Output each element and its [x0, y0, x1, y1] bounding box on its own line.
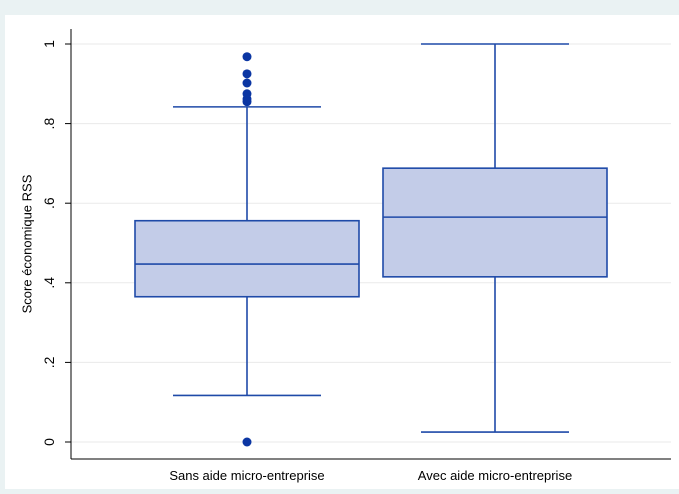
y-tick-label: 1: [41, 40, 57, 48]
axes: [70, 29, 671, 460]
outlier-point: [242, 69, 252, 79]
iqr-box: [134, 219, 360, 298]
iqr-box: [382, 167, 608, 278]
chart-frame: 0 .2 .4 .6 .8 1 Sans aide micro-entreprise Ave…: [5, 15, 679, 489]
box-group: [134, 52, 360, 447]
y-axis-label: Score économique RSS: [20, 174, 35, 313]
y-tick-label: .4: [41, 277, 57, 289]
y-tick-label: .6: [41, 197, 57, 209]
outlier-point: [242, 437, 252, 447]
y-tick-label: .8: [41, 118, 57, 130]
y-ticks: 0 .2 .4 .6 .8 1: [41, 40, 71, 446]
x-tick-label: Avec aide micro-entreprise: [418, 468, 572, 483]
y-tick-label: 0: [41, 438, 57, 446]
y-tick-label: .2: [41, 356, 57, 368]
outlier-point: [242, 89, 252, 99]
x-tick-label: Sans aide micro-entreprise: [169, 468, 324, 483]
outlier-point: [242, 78, 252, 88]
x-tick-labels: Sans aide micro-entreprise Avec aide micr…: [169, 468, 572, 483]
boxes: [134, 43, 608, 447]
boxplot-chart: 0 .2 .4 .6 .8 1 Sans aide micro-entreprise Ave…: [20, 29, 671, 483]
outlier-point: [242, 52, 252, 62]
chart-title: [0, 0, 679, 14]
box-group: [382, 43, 608, 433]
